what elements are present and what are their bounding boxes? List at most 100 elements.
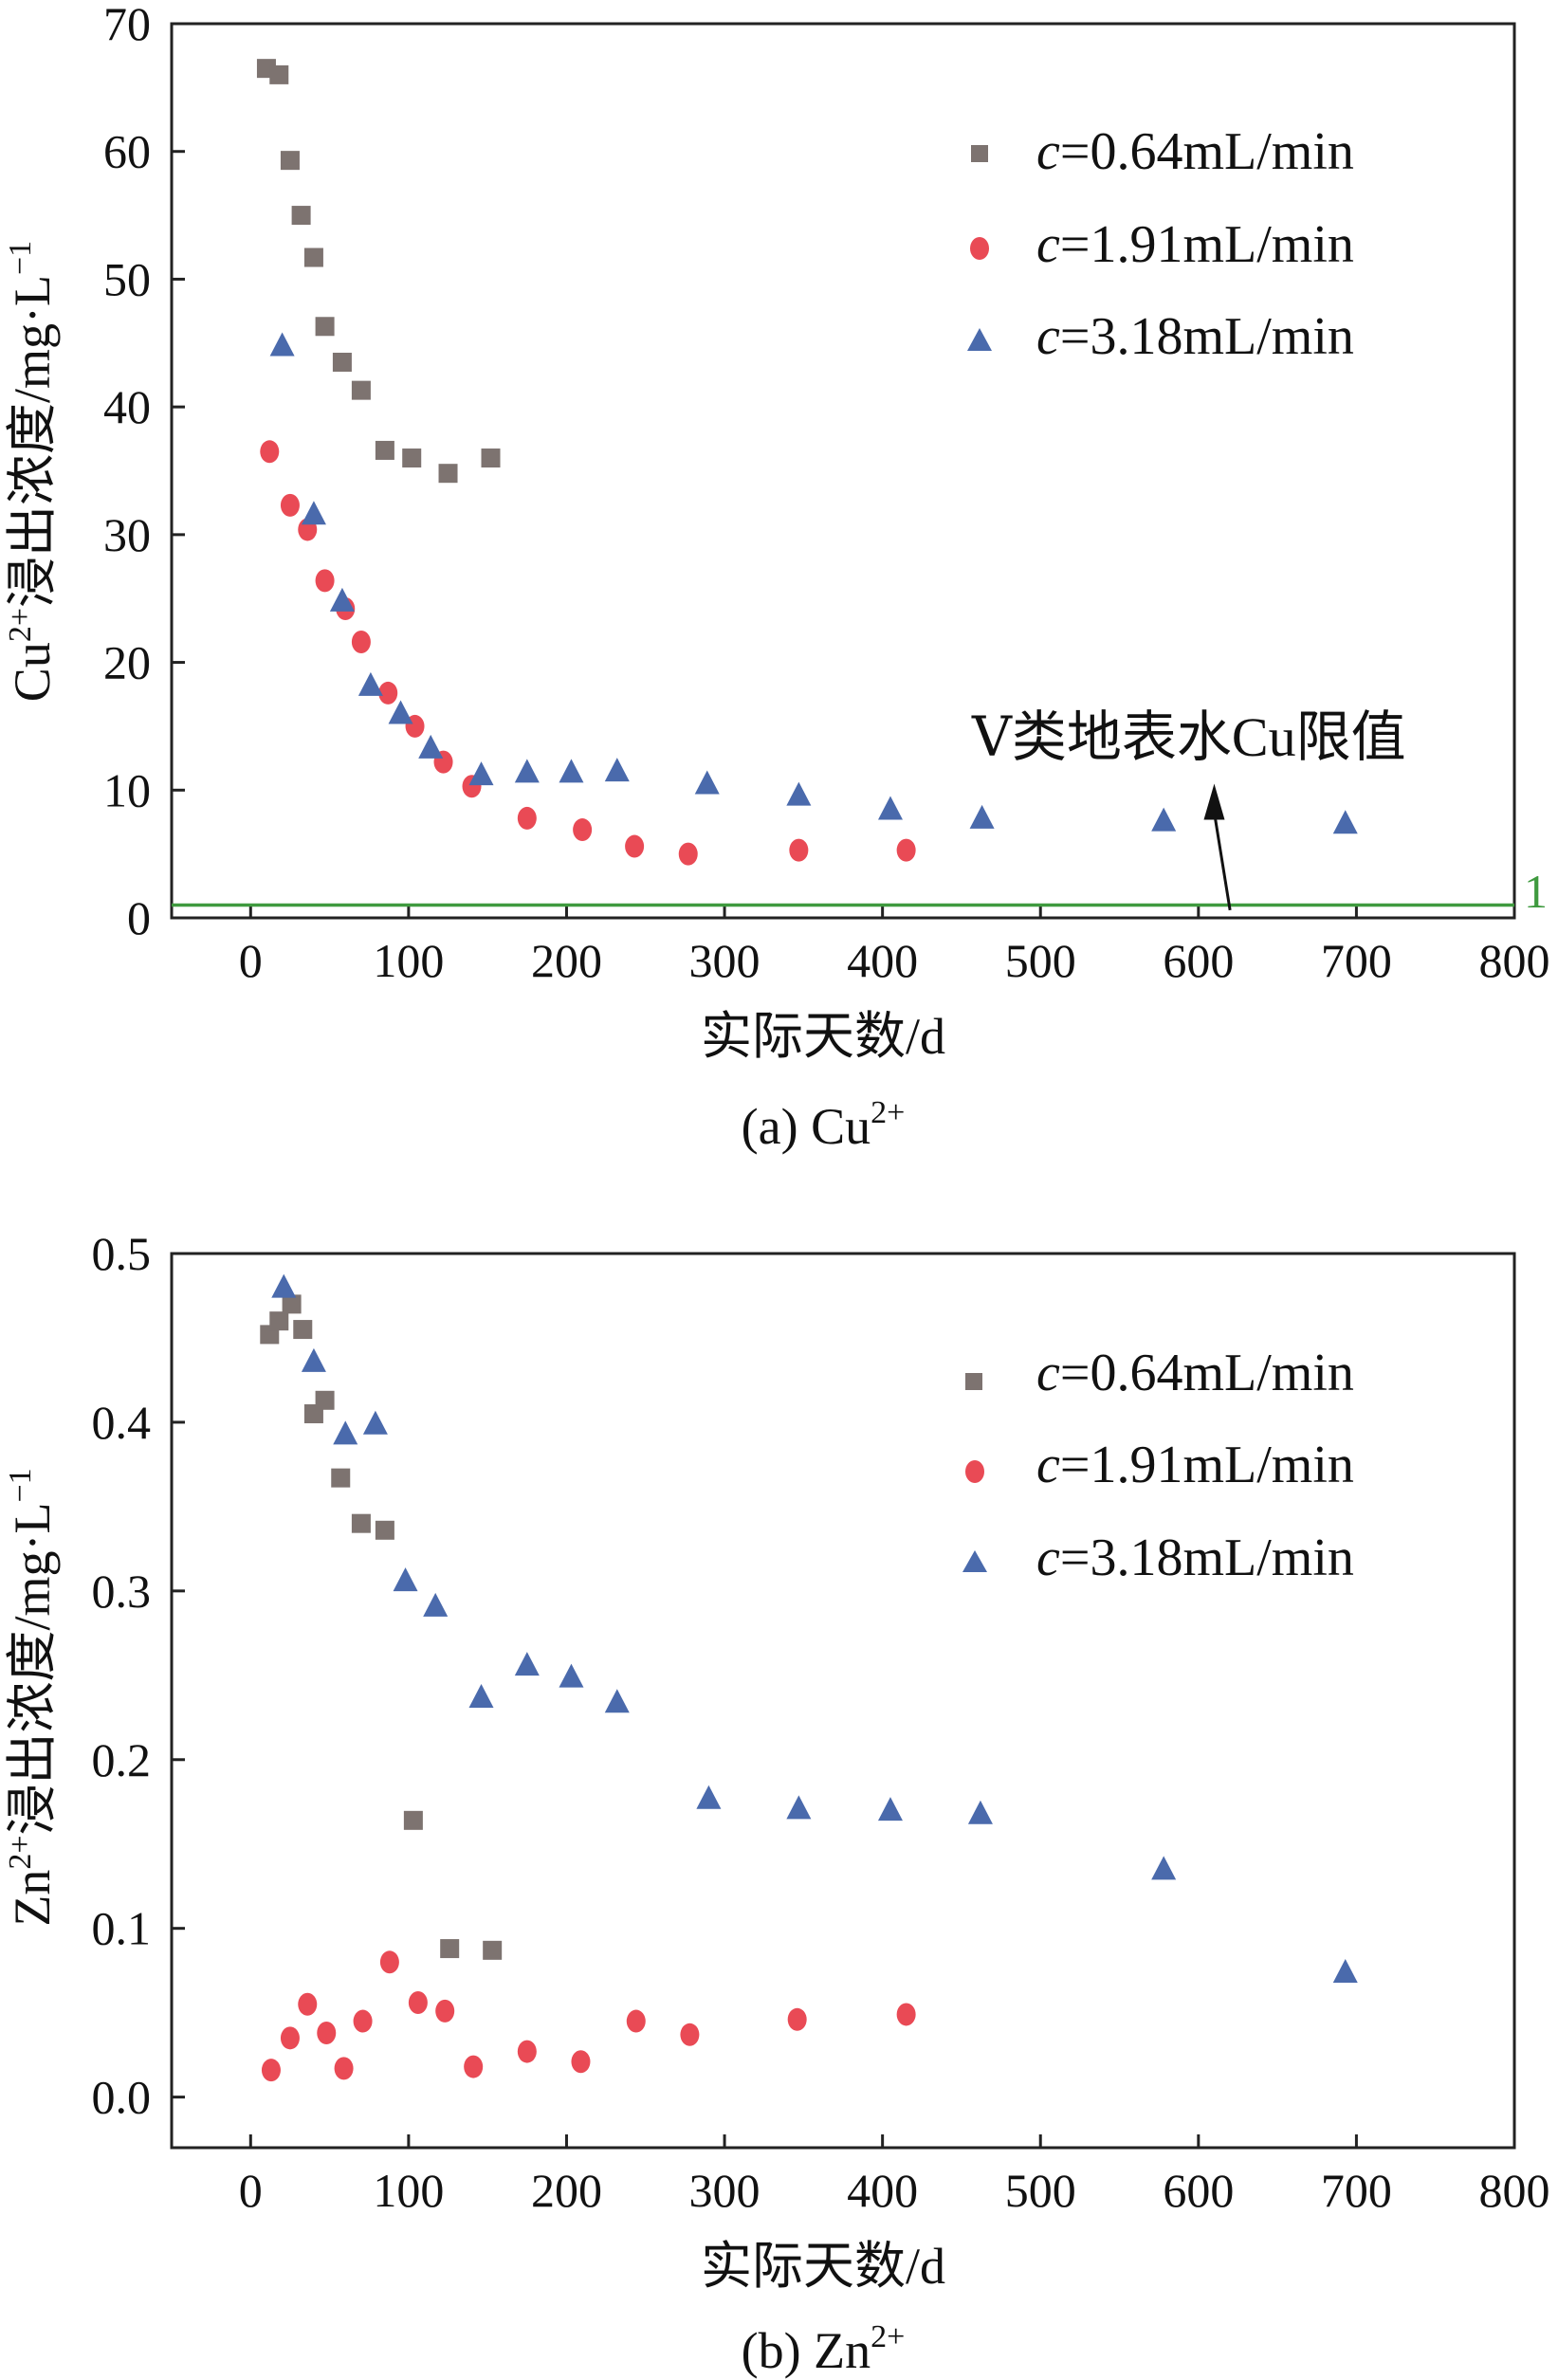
y-tick-label: 0 <box>127 891 151 944</box>
point-triangle <box>877 1797 903 1822</box>
y-tick-label: 60 <box>103 125 151 178</box>
legend-label: c=0.64mL/min <box>1036 1344 1354 1402</box>
point-circle <box>379 1950 399 1974</box>
y-tick-label: 30 <box>103 508 151 561</box>
point-square <box>315 1390 335 1410</box>
point-circle <box>315 569 335 593</box>
point-triangle <box>786 781 812 806</box>
point-triangle <box>967 1800 993 1824</box>
point-triangle <box>333 1420 358 1445</box>
y-tick-label: 0.1 <box>92 1902 152 1955</box>
point-circle <box>298 1992 318 2016</box>
point-square <box>351 380 371 400</box>
point-triangle <box>696 1785 722 1809</box>
point-triangle <box>388 700 413 724</box>
point-triangle <box>514 759 540 783</box>
legend-item-3: c=3.18mL/min <box>962 1529 1354 1587</box>
point-triangle <box>1332 810 1358 834</box>
legend-marker-circle <box>965 1460 984 1483</box>
point-triangle <box>969 804 995 829</box>
x-tick-label: 100 <box>373 2164 444 2217</box>
annotation: Ⅴ类地表水Cu限值 <box>971 706 1406 911</box>
legend-marker-square <box>965 1373 982 1390</box>
point-square <box>440 1939 460 1959</box>
point-circle <box>896 838 916 862</box>
x-tick-label: 800 <box>1479 2164 1550 2217</box>
point-triangle <box>786 1795 812 1820</box>
y-tick-label: 0.0 <box>92 2071 152 2124</box>
point-circle <box>280 493 300 517</box>
point-square <box>293 1320 313 1340</box>
point-circle <box>573 818 593 842</box>
point-square <box>375 440 394 460</box>
point-circle <box>435 1999 455 2023</box>
data-marks <box>256 59 1358 866</box>
y-ticks: 0.0 0.1 0.2 0.3 0.4 0.5 <box>92 1227 185 2124</box>
legend-item-2: c=1.91mL/min <box>965 1436 1354 1494</box>
annotation-arrow <box>1213 812 1232 911</box>
annotation-arrowhead <box>1203 783 1225 820</box>
point-triangle <box>271 1273 297 1298</box>
point-circle <box>260 440 280 464</box>
point-square <box>483 1940 503 1960</box>
legend-item-2: c=1.91mL/min <box>970 215 1354 274</box>
point-square <box>481 449 501 468</box>
point-square <box>375 1520 394 1540</box>
legend: c=0.64mL/min c=1.91mL/min c=3.18mL/min <box>967 122 1354 366</box>
point-triangle <box>468 1683 494 1708</box>
point-triangle <box>1332 1958 1358 1983</box>
point-square <box>315 317 335 337</box>
x-tick-label: 700 <box>1321 2164 1392 2217</box>
y-tick-label: 0.3 <box>92 1565 152 1618</box>
legend-marker-square <box>971 145 988 162</box>
point-circle <box>353 2009 373 2033</box>
legend-label: c=3.18mL/min <box>1036 307 1354 366</box>
point-square <box>291 206 311 226</box>
point-circle <box>408 1990 428 2014</box>
y-tick-label: 20 <box>103 636 151 689</box>
x-tick-label: 0 <box>239 2164 263 2217</box>
point-square <box>332 352 352 372</box>
x-tick-label: 800 <box>1479 934 1550 987</box>
y-tick-label: 40 <box>103 380 151 433</box>
x-axis-label: 实际天数/d <box>701 1008 945 1065</box>
y-tick-label: 0.5 <box>92 1227 152 1280</box>
x-ticks: 0 100 200 300 400 500 600 700 800 <box>239 2134 1550 2217</box>
legend-label: c=1.91mL/min <box>1036 1436 1354 1494</box>
point-circle <box>378 681 398 705</box>
legend-marker-triangle <box>962 1550 987 1572</box>
point-triangle <box>418 734 444 759</box>
point-triangle <box>269 332 295 357</box>
point-triangle <box>362 1410 388 1435</box>
point-circle <box>896 2003 916 2026</box>
legend-item-1: c=0.64mL/min <box>965 1344 1354 1402</box>
point-triangle <box>1151 807 1177 832</box>
point-circle <box>571 2050 591 2074</box>
point-square <box>280 151 300 171</box>
x-tick-label: 0 <box>239 934 263 987</box>
y-axis-label: Cu2+浸出浓度/mg·L−1 <box>3 241 61 702</box>
point-circle <box>517 806 537 830</box>
legend-label: c=3.18mL/min <box>1036 1529 1354 1587</box>
legend-marker-circle <box>970 237 989 260</box>
point-circle <box>517 2040 537 2063</box>
point-triangle <box>301 1347 326 1372</box>
x-tick-label: 600 <box>1163 934 1234 987</box>
point-circle <box>680 2023 700 2046</box>
y-tick-label: 0.2 <box>92 1733 152 1786</box>
x-tick-label: 300 <box>689 2164 761 2217</box>
point-triangle <box>329 587 355 612</box>
x-tick-label: 200 <box>531 934 602 987</box>
point-circle <box>334 2057 354 2080</box>
point-circle <box>789 838 809 862</box>
x-tick-label: 300 <box>689 934 761 987</box>
point-triangle <box>393 1567 418 1592</box>
annotation-text: Ⅴ类地表水Cu限值 <box>971 706 1406 768</box>
point-circle <box>626 2009 646 2033</box>
point-triangle <box>604 1689 630 1713</box>
x-ticks: 0 100 200 300 400 500 600 700 800 <box>239 905 1550 987</box>
point-square <box>331 1468 351 1488</box>
point-triangle <box>357 671 383 696</box>
y-tick-label: 10 <box>103 763 151 816</box>
